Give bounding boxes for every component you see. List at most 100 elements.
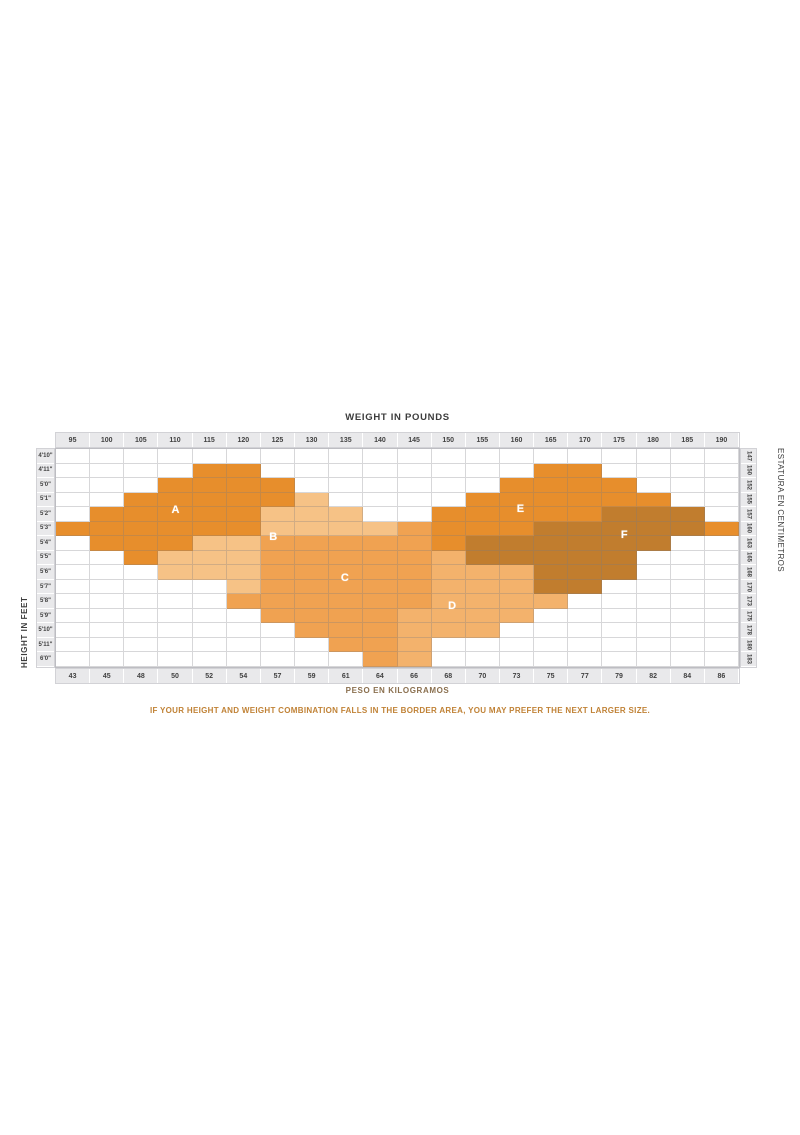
empty-cell [226, 637, 261, 653]
empty-cell [568, 594, 603, 609]
empty-cell [90, 623, 125, 638]
size-label-c: C [340, 571, 349, 584]
size-region-cell-f [568, 536, 603, 551]
empty-cell [499, 637, 535, 653]
empty-cell [295, 637, 330, 653]
size-region-cell-b [295, 507, 330, 522]
weight-kg-tick: 68 [432, 669, 466, 683]
size-region-cell-c [397, 536, 432, 551]
size-region-cell-f [602, 550, 637, 566]
size-region-cell-a [226, 478, 261, 493]
size-label-d: D [448, 599, 457, 612]
empty-cell [704, 623, 739, 638]
weight-kg-tick: 84 [671, 669, 705, 683]
size-region-cell-d [431, 579, 466, 595]
weight-kg-tick: 54 [227, 669, 261, 683]
empty-cell [363, 492, 398, 508]
size-region-cell-f [534, 579, 569, 595]
height-cm-tick: 178 [741, 623, 756, 638]
height-feet-tick: 5'2" [37, 507, 54, 522]
weight-lbs-tick: 135 [329, 433, 364, 447]
size-region-cell-a [158, 492, 193, 508]
empty-cell [90, 579, 125, 595]
empty-cell [397, 463, 432, 479]
size-region-cell-c [363, 652, 398, 667]
height-cm-tick: 170 [741, 580, 756, 595]
empty-cell [704, 492, 739, 508]
weight-lbs-tick: 165 [534, 433, 569, 447]
size-region-cell-d [465, 623, 500, 638]
empty-cell [465, 652, 500, 667]
size-region-cell-f [636, 536, 671, 551]
size-region-cell-c [295, 550, 330, 566]
empty-cell [704, 463, 739, 479]
empty-cell [397, 449, 432, 464]
weight-lbs-tick: 160 [500, 433, 535, 447]
empty-cell [465, 449, 500, 464]
empty-cell [226, 652, 261, 667]
size-region-cell-c [260, 608, 296, 624]
size-region-cell-f [568, 550, 603, 566]
size-region-cell-c [329, 579, 364, 595]
size-label-f: F [620, 529, 628, 542]
empty-cell [704, 579, 739, 595]
weight-axis-title: WEIGHT IN POUNDS [345, 412, 450, 423]
weight-lbs-tick: 170 [568, 433, 603, 447]
size-region-cell-a [158, 507, 193, 522]
empty-cell [329, 652, 364, 667]
empty-cell [602, 594, 637, 609]
empty-cell [397, 507, 432, 522]
size-region-cell-d [397, 652, 432, 667]
weight-lbs-tick: 130 [295, 433, 330, 447]
empty-cell [431, 463, 466, 479]
size-region-cell-c [295, 579, 330, 595]
size-region-cell-e [704, 521, 739, 537]
empty-cell [499, 463, 535, 479]
empty-cell [56, 492, 91, 508]
size-region-cell-b [329, 507, 364, 522]
size-region-cell-d [499, 579, 535, 595]
size-region-cell-e [431, 507, 466, 522]
size-region-cell-b [295, 521, 330, 537]
empty-cell [636, 623, 671, 638]
empty-cell [260, 637, 296, 653]
size-region-cell-a [226, 521, 261, 537]
empty-cell [534, 652, 569, 667]
height-cm-tick: 155 [741, 493, 756, 508]
empty-cell [670, 608, 705, 624]
empty-cell [568, 652, 603, 667]
weight-kg-tick: 70 [466, 669, 500, 683]
weight-kg-tick: 52 [193, 669, 227, 683]
empty-cell [90, 463, 125, 479]
empty-cell [124, 579, 159, 595]
size-region-cell-d [534, 594, 569, 609]
size-region-cell-d [397, 637, 432, 653]
size-region-cell-e [636, 492, 671, 508]
weight-lbs-tick: 145 [398, 433, 432, 447]
empty-cell [704, 507, 739, 522]
empty-cell [90, 637, 125, 653]
size-region-cell-c [295, 594, 330, 609]
size-region-cell-c [363, 579, 398, 595]
size-region-cell-f [465, 550, 500, 566]
empty-cell [534, 637, 569, 653]
size-region-cell-d [465, 594, 500, 609]
size-region-cell-a [124, 521, 159, 537]
size-region-cell-d [499, 608, 535, 624]
empty-cell [56, 608, 91, 624]
empty-cell [90, 608, 125, 624]
height-feet-tick: 5'4" [37, 536, 54, 551]
size-region-cell-c [363, 623, 398, 638]
weight-lbs-tick: 140 [363, 433, 398, 447]
size-region-cell-c [295, 565, 330, 580]
empty-cell [260, 463, 296, 479]
weight-kg-tick: 45 [90, 669, 125, 683]
size-region-cell-a [192, 507, 227, 522]
height-cm-tick: 157 [741, 507, 756, 522]
empty-cell [465, 637, 500, 653]
size-region-cell-d [431, 594, 466, 609]
empty-cell [192, 594, 227, 609]
empty-cell [670, 478, 705, 493]
size-region-cell-a [56, 521, 91, 537]
